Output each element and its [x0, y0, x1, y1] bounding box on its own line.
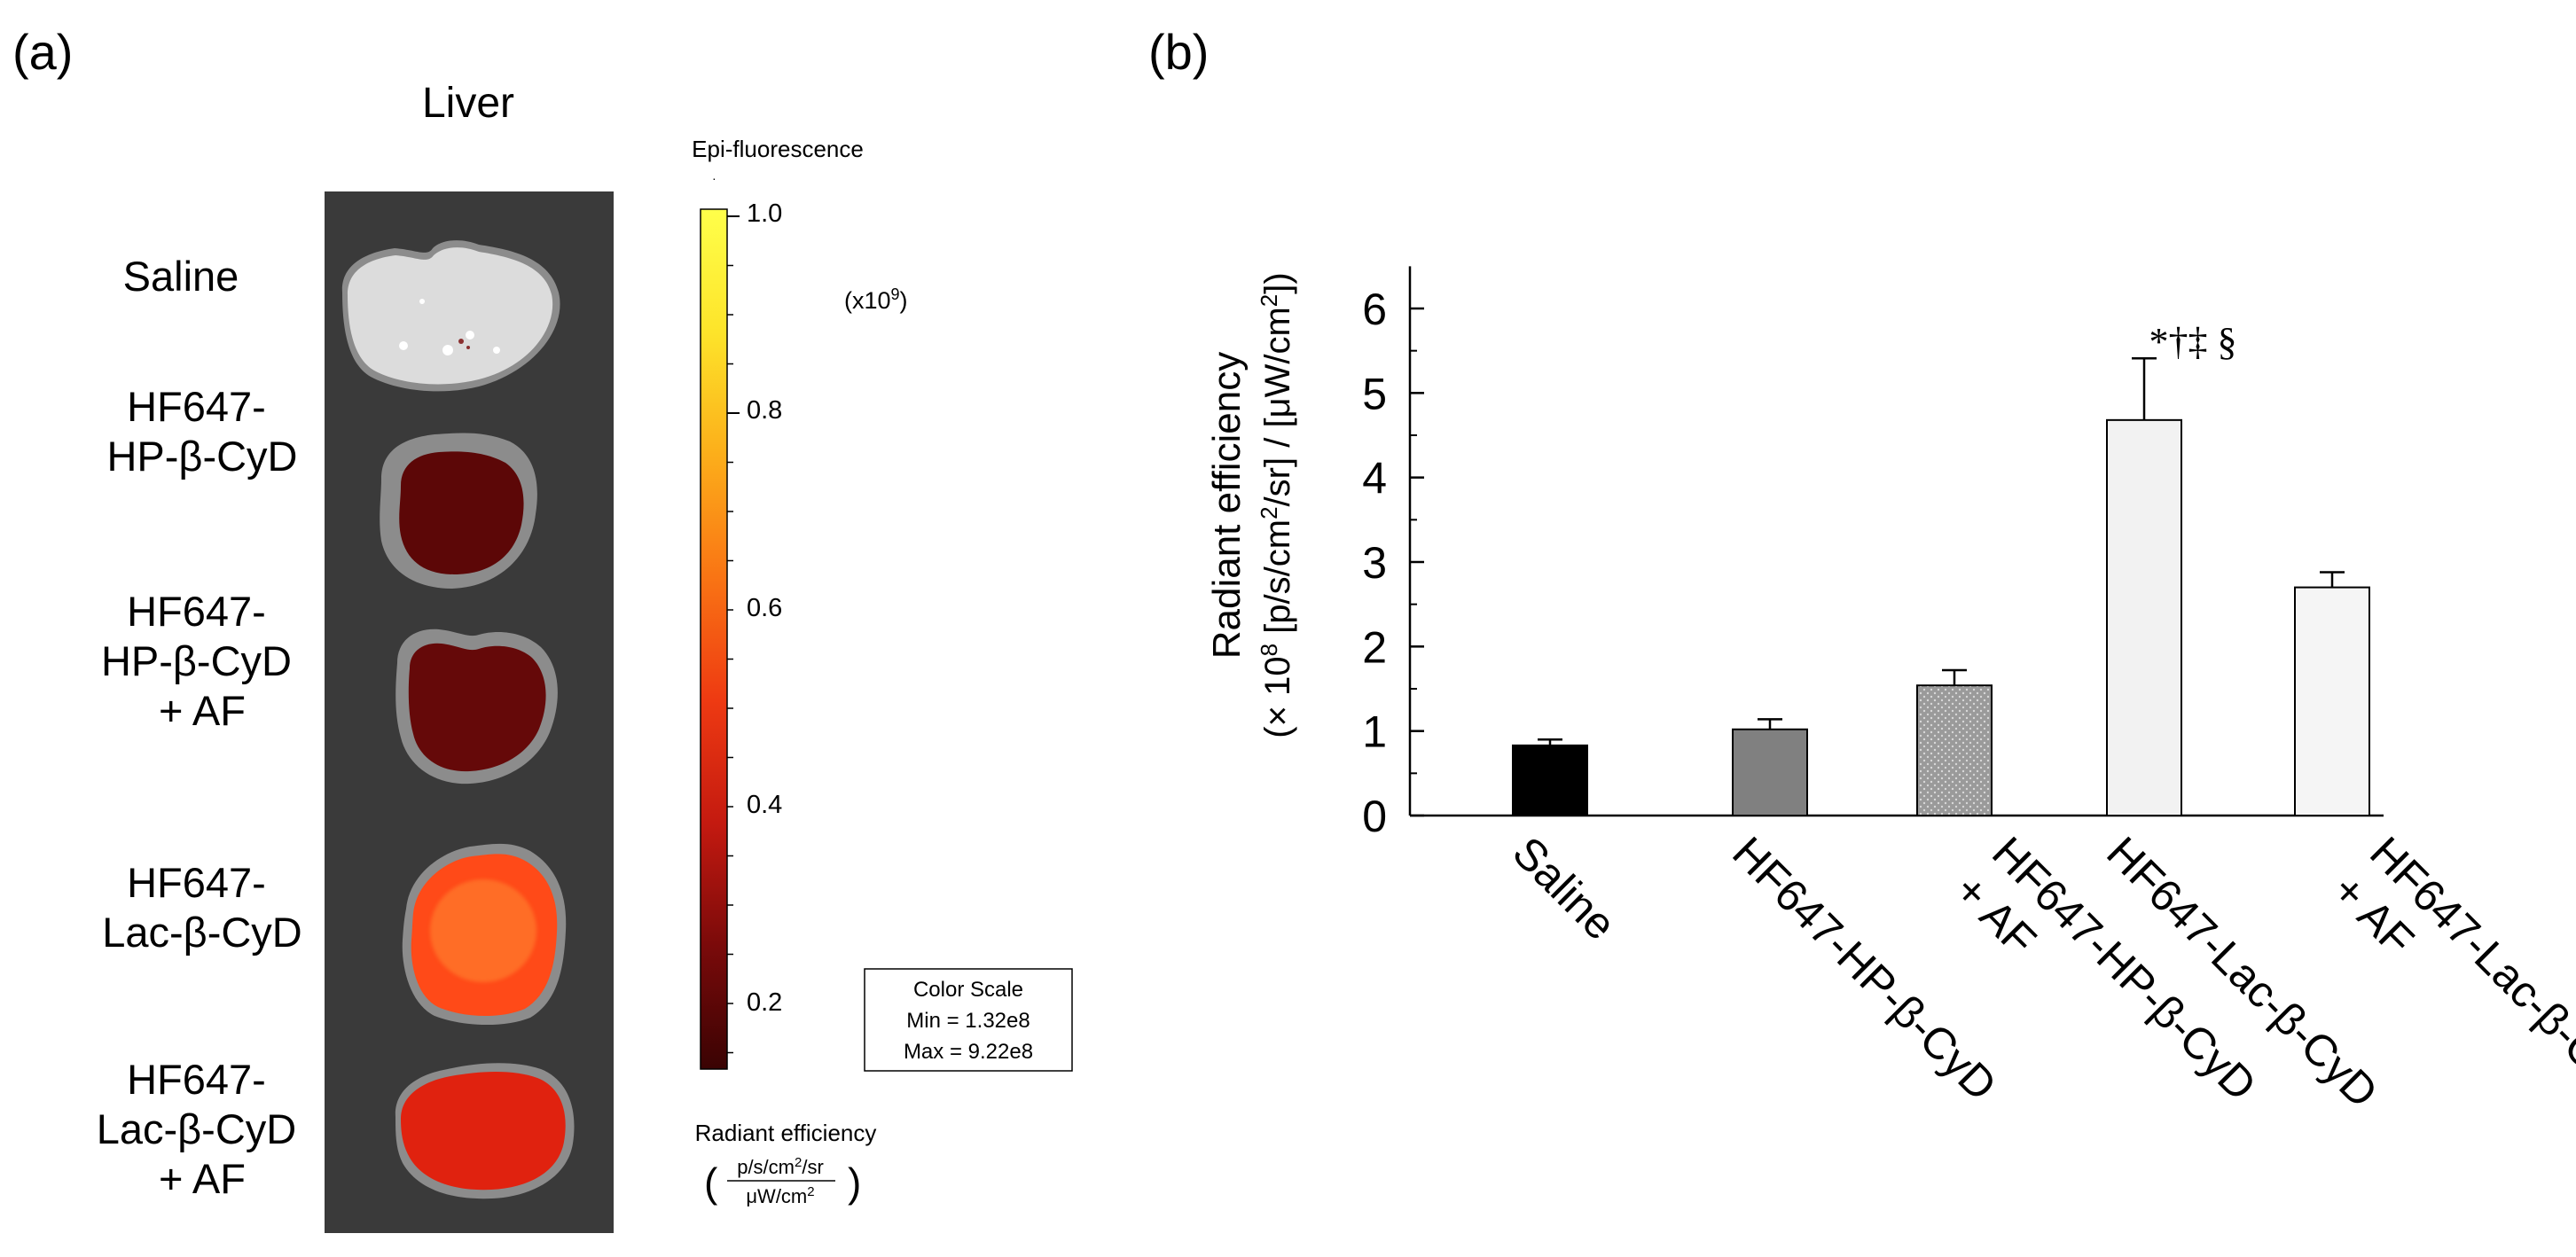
colorbar: [700, 208, 728, 1070]
colorbar-tick-labels: 1.0 0.8 0.6 0.4 0.2: [747, 199, 782, 1017]
colorbar-unit-title: Radiant efficiency: [695, 1120, 877, 1146]
bar: [1916, 684, 1993, 816]
unit-numerator: p/s/cm2/sr: [737, 1155, 824, 1178]
y-axis-label-line1: Radiant efficiency: [1205, 352, 1249, 660]
row-label-lac: HF647- Lac-β-CyD: [102, 859, 302, 956]
bar: [2106, 418, 2182, 816]
x-tick-label: HF647-HP-β-CyD+ AF: [1946, 827, 2267, 1148]
panel-b: (b) Radiant efficiency (× 108 [p/s/cm2/s…: [1148, 24, 2576, 1148]
bar: [2294, 586, 2370, 816]
colorbar-tick-label: 0.6: [747, 594, 782, 622]
significance-annotation: *†‡ §: [2149, 320, 2237, 363]
y-tick-label: 5: [1362, 369, 1387, 418]
row-label-hp-af: HF647- HP-β-CyD + AF: [101, 588, 303, 734]
organ-saline-tissue: [348, 247, 553, 385]
svg-text:(: (: [704, 1159, 718, 1206]
y-tick-label: 6: [1362, 285, 1387, 334]
colorbar-tick-label: 0.8: [747, 396, 782, 425]
y-tick-label: 1: [1362, 707, 1387, 757]
panel-a: (a) Liver Saline HF647- HP-β-CyD HF647- …: [12, 24, 1073, 1233]
liver-column-title: Liver: [422, 80, 514, 127]
row-label-saline: Saline: [123, 253, 239, 300]
bar: [1732, 728, 1808, 817]
panel-a-label: (a): [12, 24, 73, 80]
svg-text:): ): [848, 1159, 861, 1206]
color-scale-min: Min = 1.32e8: [906, 1009, 1030, 1033]
svg-text:Saline: Saline: [1503, 827, 1625, 949]
colorbar-multiplier: (x109): [844, 285, 908, 314]
organ-hp-af: [395, 628, 558, 785]
organ-hp: [380, 433, 537, 589]
row-label-lac-af: HF647- Lac-β-CyD + AF: [97, 1056, 309, 1202]
chart-bars: [1512, 356, 2370, 817]
organ-lac: [402, 843, 567, 1026]
color-scale-box: Color Scale Min = 1.32e8 Max = 9.22e8: [864, 968, 1073, 1072]
color-scale-title: Color Scale: [913, 978, 1023, 1002]
y-tick-label: 2: [1362, 622, 1387, 672]
colorbar-tick-label: 1.0: [747, 199, 782, 228]
panel-b-label: (b): [1148, 24, 1209, 80]
organ-hp-tissue: [399, 451, 524, 574]
x-tick-label: HF647-HP-β-CyD: [1723, 827, 2006, 1110]
organ-lac-af: [395, 1063, 575, 1199]
y-tick-label: 4: [1362, 454, 1387, 504]
organ-lac-af-tissue: [401, 1072, 566, 1191]
y-tick-label: 0: [1362, 792, 1387, 841]
colorbar-unit-fraction: ( p/s/cm2/sr μW/cm2 ): [704, 1155, 861, 1207]
unit-denominator: μW/cm2: [746, 1184, 814, 1207]
organ-hp-af-tissue: [408, 643, 546, 772]
organ-saline: [341, 240, 560, 392]
chart-axes: 0 1 2 3 4 5 6: [1362, 266, 2384, 841]
colorbar-title: Epi-fluorescence: [692, 136, 864, 162]
colorbar-minor-ticks: [727, 215, 740, 1054]
colorbar-title-dot: ·: [712, 171, 716, 185]
y-axis-label: Radiant efficiency (× 108 [p/s/cm2/sr] /…: [1205, 272, 1297, 738]
row-label-hp: HF647- HP-β-CyD: [106, 383, 297, 480]
svg-text:HF647-HP-β-CyD: HF647-HP-β-CyD: [1723, 827, 2006, 1110]
x-tick-label: Saline: [1503, 827, 1625, 949]
y-tick-label: 3: [1362, 538, 1387, 588]
svg-text:HF647-HP-β-CyD+ AF: HF647-HP-β-CyD+ AF: [1946, 827, 2267, 1148]
colorbar-tick-label: 0.2: [747, 988, 782, 1017]
colorbar-tick-label: 0.4: [747, 791, 782, 819]
bar: [1512, 744, 1588, 817]
color-scale-max: Max = 9.22e8: [904, 1040, 1033, 1064]
y-axis-label-line2: (× 108 [p/s/cm2/sr] / [μW/cm2]): [1256, 272, 1297, 738]
